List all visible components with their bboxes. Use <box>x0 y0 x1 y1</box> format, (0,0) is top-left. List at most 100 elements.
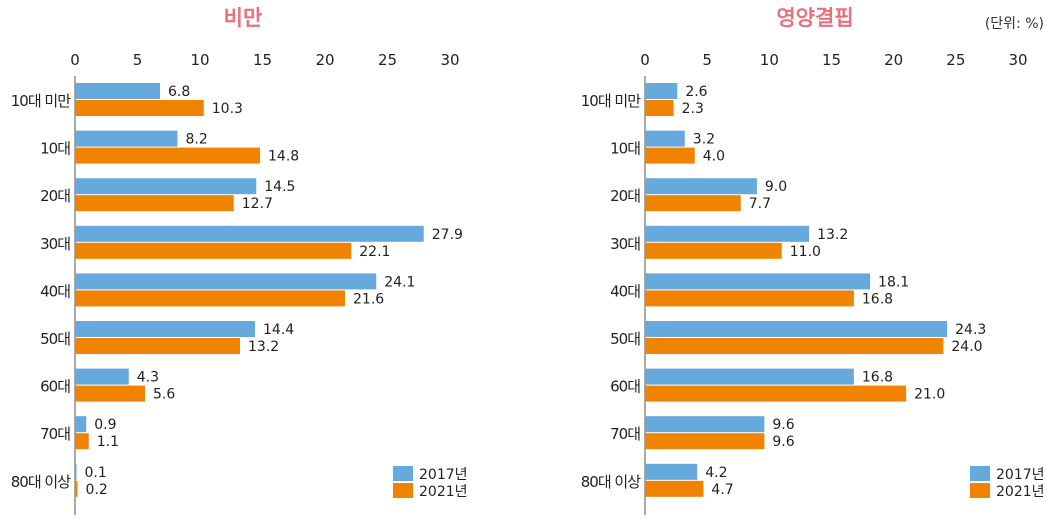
data-label: 24.3 <box>955 322 986 338</box>
data-label: 14.8 <box>268 149 299 165</box>
bar-2021년 <box>645 147 695 164</box>
bar-2017년 <box>75 178 257 195</box>
data-label: 9.6 <box>772 417 794 433</box>
category-label: 30대 <box>40 235 70 253</box>
x-tick-label: 5 <box>702 51 712 69</box>
x-tick-label: 0 <box>70 51 80 69</box>
x-tick-label: 10 <box>190 51 209 69</box>
bar-2017년 <box>645 416 765 433</box>
data-label: 11.0 <box>790 244 821 260</box>
data-label: 22.1 <box>359 244 390 260</box>
data-label: 14.5 <box>264 179 295 195</box>
bar-2017년 <box>75 225 424 242</box>
x-tick-label: 5 <box>133 51 143 69</box>
chart-title: 비만 <box>224 6 263 30</box>
x-tick-label: 30 <box>440 51 459 69</box>
bar-2021년 <box>75 338 240 354</box>
category-label: 10대 <box>40 140 70 158</box>
legend-label: 2021년 <box>996 484 1045 500</box>
category-label: 60대 <box>40 378 70 396</box>
category-label: 50대 <box>40 330 70 348</box>
bar-2017년 <box>75 273 377 290</box>
data-label: 4.3 <box>137 370 159 386</box>
bar-2017년 <box>645 130 685 147</box>
bar-2017년 <box>75 368 129 385</box>
unit-label: (단위: %) <box>985 16 1044 32</box>
category-label: 20대 <box>40 187 70 205</box>
data-label: 21.0 <box>914 387 945 403</box>
legend-label: 2017년 <box>419 467 468 483</box>
x-tick-label: 15 <box>822 51 841 69</box>
data-label: 14.4 <box>263 322 294 338</box>
category-label: 10대 미만 <box>581 92 641 110</box>
legend-swatch <box>970 483 990 498</box>
bar-2021년 <box>75 147 260 164</box>
x-tick-label: 25 <box>946 51 965 69</box>
bar-2021년 <box>645 433 765 450</box>
category-label: 10대 <box>610 140 640 158</box>
data-label: 12.7 <box>242 196 273 212</box>
data-label: 13.2 <box>817 227 848 243</box>
legend-swatch <box>970 466 990 481</box>
bar-2017년 <box>645 83 678 99</box>
data-label: 2.6 <box>685 84 707 100</box>
data-label: 24.1 <box>384 274 415 290</box>
data-label: 0.2 <box>86 482 108 498</box>
data-label: 1.1 <box>97 434 119 450</box>
bar-2017년 <box>75 463 77 480</box>
category-label: 30대 <box>610 235 640 253</box>
data-label: 8.2 <box>186 132 208 148</box>
legend-swatch <box>393 483 413 498</box>
x-tick-label: 0 <box>640 51 650 69</box>
category-label: 70대 <box>610 425 640 443</box>
data-label: 0.1 <box>85 465 107 481</box>
bar-2017년 <box>645 463 698 480</box>
data-label: 27.9 <box>432 227 463 243</box>
data-label: 10.3 <box>212 101 243 117</box>
chart-title: 영양결핍 <box>776 6 853 30</box>
data-label: 9.0 <box>765 179 787 195</box>
bar-2021년 <box>75 242 352 259</box>
x-tick-label: 30 <box>1008 51 1027 69</box>
bar-2017년 <box>75 130 178 147</box>
data-label: 7.7 <box>749 196 771 212</box>
category-label: 40대 <box>40 282 70 300</box>
data-label: 6.8 <box>168 84 190 100</box>
data-label: 16.8 <box>862 291 893 307</box>
bar-2021년 <box>645 338 944 354</box>
legend-swatch <box>393 466 413 481</box>
x-tick-label: 20 <box>315 51 334 69</box>
data-label: 4.2 <box>705 465 727 481</box>
x-tick-label: 15 <box>253 51 272 69</box>
bar-2021년 <box>645 290 854 307</box>
bar-2017년 <box>75 416 87 433</box>
data-label: 3.2 <box>693 132 715 148</box>
data-label: 4.0 <box>703 149 725 165</box>
bar-2021년 <box>75 290 345 307</box>
category-label: 80대 이상 <box>11 473 71 491</box>
bar-2017년 <box>645 368 854 385</box>
bar-2017년 <box>645 273 871 290</box>
data-label: 2.3 <box>682 101 704 117</box>
data-label: 0.9 <box>94 417 116 433</box>
data-label: 13.2 <box>248 339 279 355</box>
x-tick-label: 25 <box>378 51 397 69</box>
data-label: 21.6 <box>353 291 384 307</box>
data-label: 5.6 <box>153 387 175 403</box>
bar-2021년 <box>75 433 89 450</box>
category-label: 70대 <box>40 425 70 443</box>
bar-2017년 <box>645 225 810 242</box>
category-label: 10대 미만 <box>11 92 71 110</box>
bar-2021년 <box>645 385 907 402</box>
x-tick-label: 10 <box>760 51 779 69</box>
data-label: 4.7 <box>711 482 733 498</box>
bar-2021년 <box>645 100 674 116</box>
legend-label: 2021년 <box>419 484 468 500</box>
legend-label: 2017년 <box>996 467 1045 483</box>
category-label: 20대 <box>610 187 640 205</box>
x-tick-label: 20 <box>884 51 903 69</box>
data-label: 24.0 <box>951 339 982 355</box>
bar-2021년 <box>645 242 782 259</box>
bar-2017년 <box>645 178 757 195</box>
